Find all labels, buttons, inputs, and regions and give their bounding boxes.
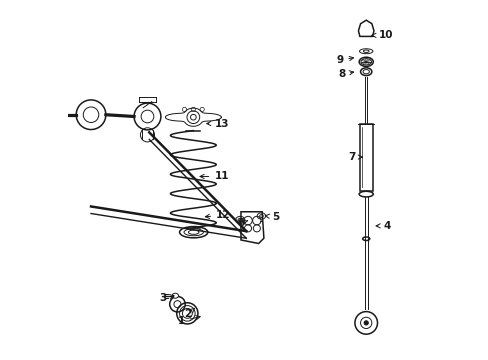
Text: 3: 3 (160, 293, 174, 303)
Text: 5: 5 (264, 212, 279, 222)
Text: 11: 11 (200, 171, 228, 181)
Ellipse shape (360, 68, 371, 76)
Text: 12: 12 (205, 210, 230, 220)
Text: 6: 6 (237, 218, 247, 228)
Ellipse shape (363, 50, 368, 53)
Ellipse shape (358, 57, 372, 66)
Polygon shape (358, 20, 373, 36)
Text: 1: 1 (177, 316, 200, 326)
Circle shape (364, 321, 367, 325)
Bar (359, 123, 372, 190)
Text: 10: 10 (371, 30, 392, 40)
Text: 2: 2 (184, 308, 194, 319)
Text: 7: 7 (348, 152, 362, 162)
Text: 13: 13 (206, 118, 228, 129)
Text: 4: 4 (375, 221, 390, 231)
Ellipse shape (362, 237, 369, 240)
Ellipse shape (358, 191, 372, 197)
Ellipse shape (359, 49, 372, 54)
Text: 8: 8 (337, 69, 353, 79)
Text: 9: 9 (336, 55, 353, 65)
Ellipse shape (172, 293, 178, 298)
